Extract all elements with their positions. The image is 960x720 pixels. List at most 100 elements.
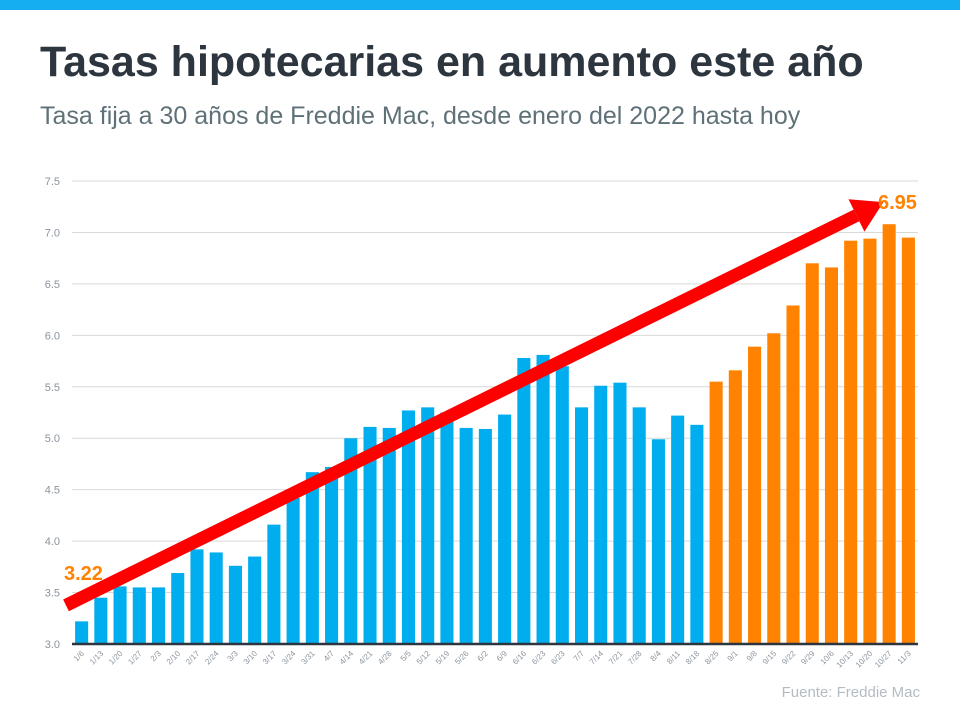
- y-tick-label: 3.0: [45, 639, 60, 651]
- x-tick-label: 8/18: [684, 649, 702, 667]
- bar: [478, 428, 492, 644]
- x-tick-label: 10/13: [835, 649, 856, 670]
- bar: [498, 414, 512, 644]
- bar: [171, 573, 185, 644]
- bar: [613, 382, 627, 644]
- x-tick-label: 2/3: [149, 649, 164, 664]
- x-tick-label: 4/7: [322, 649, 337, 664]
- bar: [517, 357, 531, 644]
- bar: [632, 407, 646, 644]
- bar: [267, 524, 281, 644]
- x-tick-label: 9/8: [745, 649, 760, 664]
- x-tick-label: 2/10: [165, 649, 183, 667]
- x-tick-label: 5/26: [453, 649, 471, 667]
- bar: [748, 346, 762, 644]
- page-subtitle: Tasa fija a 30 años de Freddie Mac, desd…: [40, 102, 801, 130]
- bar: [536, 354, 550, 644]
- y-tick-label: 7.0: [45, 227, 60, 239]
- bar: [363, 426, 377, 644]
- x-tick-label: 8/25: [703, 649, 721, 667]
- x-tick-label: 4/28: [376, 649, 394, 667]
- x-tick-label: 7/14: [588, 649, 606, 667]
- trend-arrow-shaft: [63, 209, 860, 612]
- top-accent-bar: [0, 0, 960, 10]
- bar: [844, 240, 858, 645]
- bar: [382, 427, 396, 644]
- x-tick-label: 9/29: [799, 649, 817, 667]
- bar: [75, 621, 89, 644]
- x-tick-label: 8/4: [649, 649, 664, 664]
- x-tick-label: 5/5: [399, 649, 414, 664]
- x-tick-label: 10/20: [854, 649, 875, 670]
- x-tick-label: 1/20: [107, 649, 125, 667]
- bar: [901, 237, 915, 645]
- y-tick-label: 4.5: [45, 485, 60, 497]
- x-tick-label: 1/27: [126, 649, 144, 667]
- bar: [555, 366, 569, 644]
- x-tick-label: 3/31: [299, 649, 317, 667]
- x-tick-label: 3/17: [261, 649, 279, 667]
- bar: [325, 467, 339, 644]
- x-tick-label: 10/27: [873, 649, 894, 670]
- bar: [651, 439, 665, 644]
- y-tick-label: 6.5: [45, 279, 60, 291]
- bar: [401, 410, 416, 644]
- bar: [421, 407, 435, 644]
- x-tick-label: 6/16: [511, 649, 529, 667]
- bar: [209, 552, 223, 644]
- bar: [882, 224, 896, 645]
- bar: [94, 597, 108, 644]
- y-tick-label: 7.5: [45, 176, 60, 188]
- x-tick-label: 2/24: [203, 649, 221, 667]
- bar: [863, 238, 877, 644]
- source-note: Fuente: Freddie Mac: [781, 684, 920, 701]
- bar: [344, 438, 358, 644]
- x-tick-label: 10/6: [819, 649, 837, 667]
- bar: [190, 549, 204, 644]
- x-tick-label: 5/12: [415, 649, 433, 667]
- x-tick-label: 3/3: [226, 649, 241, 664]
- x-tick-label: 1/6: [72, 649, 87, 664]
- bar: [824, 267, 839, 644]
- bar: [728, 370, 742, 644]
- bar: [709, 381, 723, 644]
- x-tick-label: 3/10: [242, 649, 260, 667]
- bar: [786, 305, 800, 644]
- end-value-label: 6.95: [878, 192, 917, 214]
- x-tick-label: 11/3: [896, 649, 913, 666]
- x-tick-label: 4/14: [338, 649, 356, 667]
- x-tick-label: 3/24: [280, 649, 298, 667]
- bar: [113, 586, 127, 644]
- bar: [286, 497, 300, 644]
- bar: [459, 427, 473, 644]
- x-tick-label: 7/21: [607, 649, 625, 667]
- x-tick-label: 2/17: [184, 649, 202, 667]
- bar: [594, 385, 608, 644]
- bar: [805, 263, 819, 644]
- x-tick-label: 9/22: [780, 649, 798, 667]
- x-tick-label: 9/15: [761, 649, 779, 667]
- bar: [574, 407, 589, 644]
- x-tick-label: 1/13: [88, 649, 106, 667]
- x-tick-label: 9/1: [726, 649, 741, 664]
- bar: [305, 472, 319, 644]
- x-tick-label: 6/9: [495, 649, 510, 664]
- x-tick-label: 6/2: [476, 649, 491, 664]
- start-value-label: 3.22: [64, 563, 103, 585]
- x-tick-label: 6/23: [549, 649, 567, 667]
- x-tick-label: 5/19: [434, 649, 452, 667]
- y-tick-label: 5.0: [45, 433, 60, 445]
- x-tick-label: 8/11: [665, 649, 682, 666]
- y-tick-label: 5.5: [45, 382, 60, 394]
- bar: [248, 556, 262, 644]
- bar: [671, 415, 685, 644]
- x-tick-label: 7/28: [626, 649, 644, 667]
- bar: [440, 412, 454, 644]
- page-title: Tasas hipotecarias en aumento este año: [40, 38, 864, 86]
- x-tick-label: 6/23: [530, 649, 548, 667]
- bar: [228, 565, 242, 644]
- bar: [767, 333, 781, 644]
- y-tick-label: 4.0: [45, 536, 60, 548]
- bar: [132, 587, 146, 644]
